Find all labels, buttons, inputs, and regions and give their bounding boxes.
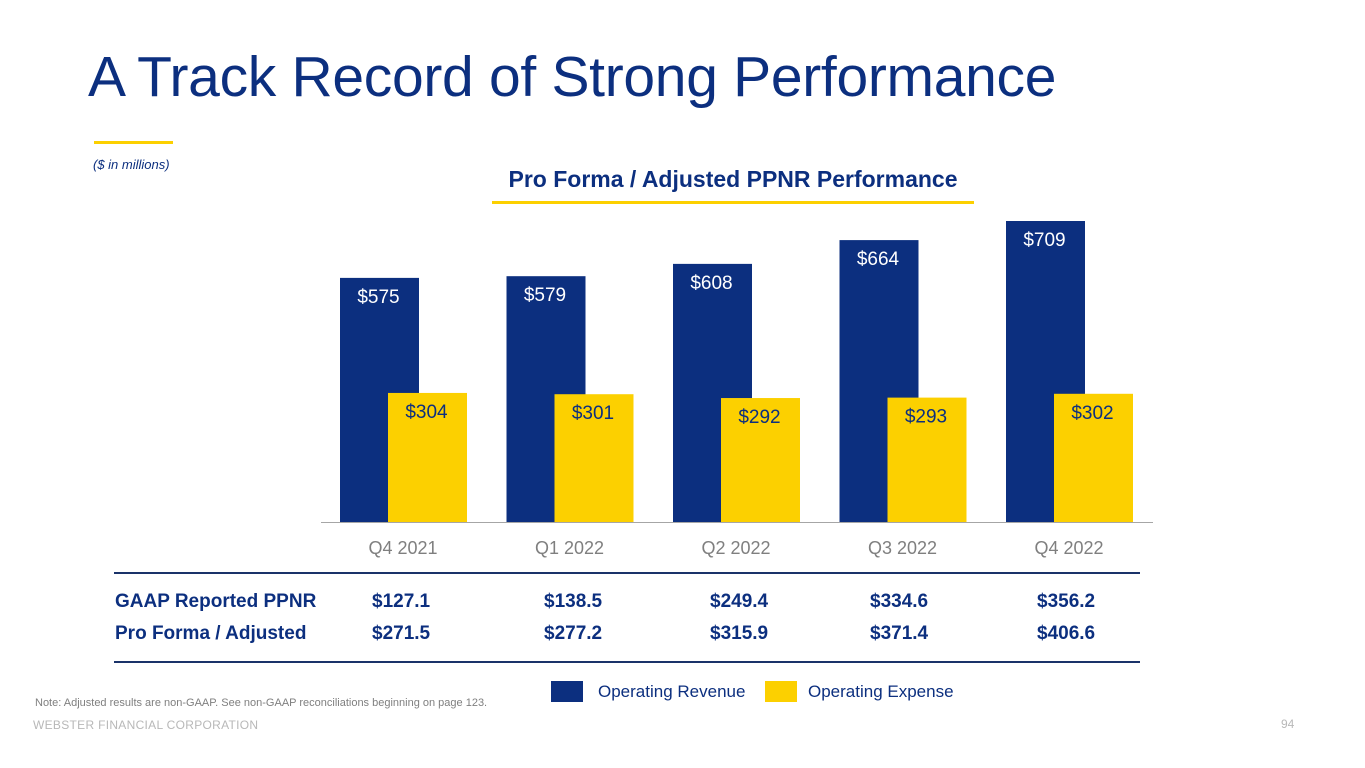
legend-swatch-expense	[765, 681, 797, 702]
legend-item-expense: Operating Expense	[765, 681, 954, 702]
table-cell: $406.6	[1037, 623, 1096, 644]
legend-label: Operating Expense	[808, 681, 954, 701]
table-cell: $249.4	[710, 591, 769, 612]
table-cell: $334.6	[870, 591, 929, 612]
chart-title: Pro Forma / Adjusted PPNR Performance	[508, 166, 958, 192]
table-cell: $371.4	[870, 623, 929, 644]
bar-operating-expense	[388, 392, 467, 522]
title-underline	[94, 141, 173, 144]
page-number: 94	[1281, 717, 1295, 731]
legend-item-revenue: Operating Revenue	[551, 681, 745, 702]
data-label: $608	[690, 273, 732, 294]
x-tick-label: Q4 2022	[1034, 538, 1103, 558]
data-label: $292	[738, 407, 780, 428]
table-top-rule	[114, 572, 1140, 574]
bar-operating-expense	[721, 398, 800, 522]
data-label: $579	[524, 285, 566, 306]
table-bottom-rule	[114, 661, 1140, 663]
table-cell: $277.2	[544, 623, 603, 644]
footnote: Note: Adjusted results are non-GAAP. See…	[35, 697, 488, 709]
bar-operating-expense	[554, 394, 634, 522]
data-label: $301	[572, 403, 614, 424]
chart-title-underline	[492, 201, 974, 204]
data-label: $709	[1023, 230, 1065, 251]
data-label: $293	[905, 407, 947, 428]
legend-label: Operating Revenue	[598, 681, 746, 701]
data-label: $664	[857, 249, 900, 270]
legend-swatch-revenue	[551, 681, 583, 702]
table-row-label: Pro Forma / Adjusted	[115, 623, 307, 644]
data-label: $302	[1071, 403, 1113, 424]
x-tick-label: Q2 2022	[701, 538, 770, 558]
table-cell: $127.1	[372, 591, 431, 612]
bar-operating-expense	[1054, 393, 1133, 522]
page-title: A Track Record of Strong Performance	[88, 45, 1057, 109]
x-tick-label: Q3 2022	[868, 538, 937, 558]
x-tick-label: Q4 2021	[368, 538, 437, 558]
table-cell: $315.9	[710, 623, 769, 644]
table-cell: $356.2	[1037, 591, 1096, 612]
data-label: $304	[405, 402, 448, 423]
table-row-label: GAAP Reported PPNR	[115, 591, 317, 612]
data-label: $575	[357, 287, 399, 308]
company-footer: WEBSTER FINANCIAL CORPORATION	[33, 718, 259, 732]
bar-operating-expense	[887, 397, 967, 522]
x-tick-label: Q1 2022	[535, 538, 604, 558]
table-cell: $271.5	[372, 623, 431, 644]
table-cell: $138.5	[544, 591, 603, 612]
units-note: ($ in millions)	[93, 157, 170, 172]
